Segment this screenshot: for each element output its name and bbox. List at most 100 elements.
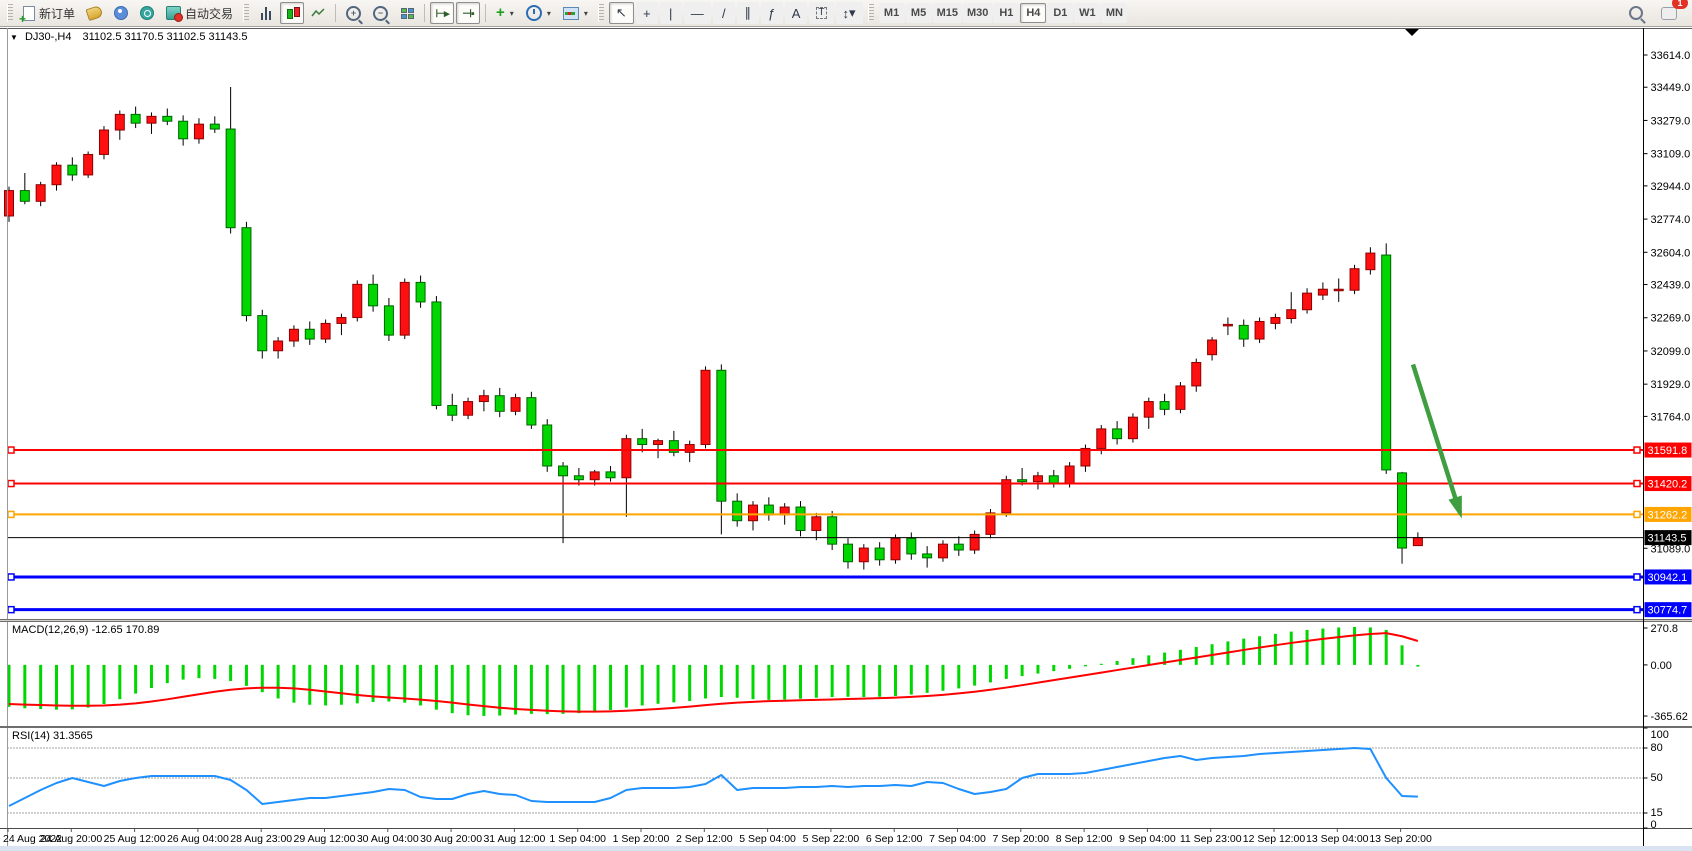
hline-handle[interactable]	[7, 510, 15, 519]
megaphone-icon	[85, 4, 104, 22]
rsi-indicator-label: RSI(14) 31.3565	[12, 730, 93, 742]
tool-equidistant-channel-button[interactable]: ∥	[736, 2, 759, 24]
notifications-button[interactable]: 1	[1656, 0, 1688, 24]
hline-handle[interactable]	[1633, 446, 1641, 454]
macd-axis[interactable]: 270.8 0.00 -365.62	[1643, 623, 1688, 723]
rsi-scale-label: 80	[1651, 742, 1663, 754]
autotrading-button[interactable]: 自动交易	[161, 2, 238, 24]
equidistant-channel-icon: ∥	[744, 5, 752, 20]
timeframe-m30-button[interactable]: M30	[962, 3, 993, 23]
rsi-panel[interactable]	[7, 747, 1644, 814]
timeframe-m5-button[interactable]: M5	[905, 3, 932, 23]
chat-bubble-icon	[1661, 6, 1677, 20]
toolbar-grip[interactable]	[243, 4, 250, 22]
cursor-icon: ↖	[615, 5, 627, 20]
text-label-icon: T	[816, 7, 827, 19]
chevron-down-icon: ▾	[546, 8, 551, 18]
chart-symbol-period: DJ30-,H4	[24, 31, 72, 43]
plot-area[interactable]	[0, 28, 1692, 846]
price-line-label-bg	[1644, 476, 1692, 492]
price-axis[interactable]: 33614.0 33449.0 33279.0 33109.0 32944.0 32774…	[1643, 50, 1692, 618]
support-button[interactable]	[109, 2, 133, 24]
tool-fibonacci-button[interactable]: ƒ	[760, 2, 783, 24]
timeframe-m15-button[interactable]: M15	[932, 3, 962, 23]
tool-trendline-button[interactable]: /	[712, 2, 735, 24]
hline-handle[interactable]	[7, 479, 15, 488]
tool-arrows-button[interactable]: ↕ ▾	[835, 2, 863, 24]
chart-title[interactable]: ▼ DJ30-,H4 31102.5 31170.5 31102.5 31143…	[10, 31, 247, 43]
tool-horizontal-line-button[interactable]: —	[683, 2, 711, 24]
timeframe-h4-button[interactable]: H4	[1020, 3, 1047, 23]
time-axis-label: 24 Aug 20:00	[40, 833, 102, 845]
toolbar-grip[interactable]	[7, 4, 13, 22]
chevron-down-icon: ▾	[583, 8, 588, 18]
rsi-line	[8, 747, 1418, 807]
chart-line-button[interactable]	[306, 2, 330, 24]
macd-indicator-label: MACD(12,26,9) -12.65 170.89	[12, 624, 160, 636]
search-icon	[1629, 6, 1643, 20]
new-order-button[interactable]: + 新订单	[18, 2, 80, 25]
search-button[interactable]	[1624, 2, 1648, 24]
chevron-down-icon: ▾	[849, 5, 856, 20]
tool-text-label-button[interactable]: T	[809, 2, 834, 24]
timeframe-group: M1 M5 M15 M30 H1 H4 D1 W1 MN	[878, 3, 1128, 23]
toolbar-separator	[424, 4, 426, 22]
price-line-label: 31143.5	[1648, 533, 1687, 545]
timeframe-d1-button[interactable]: D1	[1047, 3, 1074, 23]
horizontal-line-icon: —	[690, 5, 704, 21]
hline-handle[interactable]	[1633, 510, 1641, 519]
time-axis-label: 31 Aug 12:00	[483, 833, 545, 845]
periods-button[interactable]: ▾	[521, 2, 556, 24]
timeframe-m1-button[interactable]: M1	[878, 3, 905, 23]
chart-bars-button[interactable]	[254, 2, 278, 24]
price-line-label-bg	[1644, 530, 1692, 546]
indicators-button[interactable]: + ▾	[491, 2, 519, 24]
zoom-in-icon: +	[346, 5, 362, 21]
timeframe-mn-button[interactable]: MN	[1101, 3, 1128, 23]
time-axis-label: 11 Sep 23:00	[1180, 833, 1242, 845]
zoom-in-button[interactable]: +	[341, 2, 366, 24]
price-tick-label: 32439.0	[1651, 280, 1691, 292]
zoom-out-button[interactable]: −	[368, 2, 393, 24]
chart-candlesticks-button[interactable]	[280, 2, 305, 24]
macd-panel[interactable]	[7, 627, 1420, 716]
templates-button[interactable]: ▾	[558, 2, 593, 24]
annotation-arrow[interactable]	[1410, 363, 1463, 519]
tile-windows-icon	[400, 7, 414, 19]
tool-crosshair-button[interactable]: +	[635, 2, 658, 24]
time-axis-label: 13 Sep 04:00	[1306, 833, 1369, 845]
signals-button[interactable]	[135, 2, 159, 24]
hline-handle[interactable]	[7, 605, 15, 614]
mql5-button[interactable]	[82, 2, 107, 24]
tool-text-button[interactable]: A	[784, 2, 808, 24]
hline-handle[interactable]	[7, 446, 15, 454]
panel-separator[interactable]	[0, 619, 1692, 622]
autotrading-label: 自动交易	[185, 6, 234, 21]
toolbar-grip[interactable]	[597, 4, 604, 22]
toolbar-separator	[335, 4, 337, 22]
chart-shift-button[interactable]: ⊣▪	[456, 2, 481, 24]
tile-windows-button[interactable]	[395, 2, 419, 24]
collapse-triangle-icon[interactable]: ▼	[10, 33, 18, 42]
toolbar-grip[interactable]	[867, 4, 874, 22]
hline-handle[interactable]	[7, 573, 15, 581]
auto-scroll-button[interactable]: ⊢▸	[430, 2, 455, 24]
hline-handle[interactable]	[1633, 479, 1641, 488]
time-axis-label: 5 Sep 22:00	[803, 833, 860, 845]
chart-shift-marker[interactable]	[1405, 29, 1419, 36]
time-axis-label: 30 Aug 04:00	[357, 833, 419, 845]
rsi-scale-label: 15	[1651, 807, 1663, 819]
timeframe-h1-button[interactable]: H1	[993, 3, 1020, 23]
hline-handle[interactable]	[1633, 573, 1641, 581]
add-indicator-icon: +	[496, 4, 505, 21]
price-line-label: 30942.1	[1648, 572, 1688, 584]
toolbar-right-group: 1	[1624, 0, 1688, 24]
tool-vertical-line-button[interactable]: |	[659, 2, 682, 24]
tool-cursor-button[interactable]: ↖	[608, 2, 634, 24]
timeframe-w1-button[interactable]: W1	[1074, 3, 1101, 23]
hline-handle[interactable]	[1633, 605, 1641, 614]
